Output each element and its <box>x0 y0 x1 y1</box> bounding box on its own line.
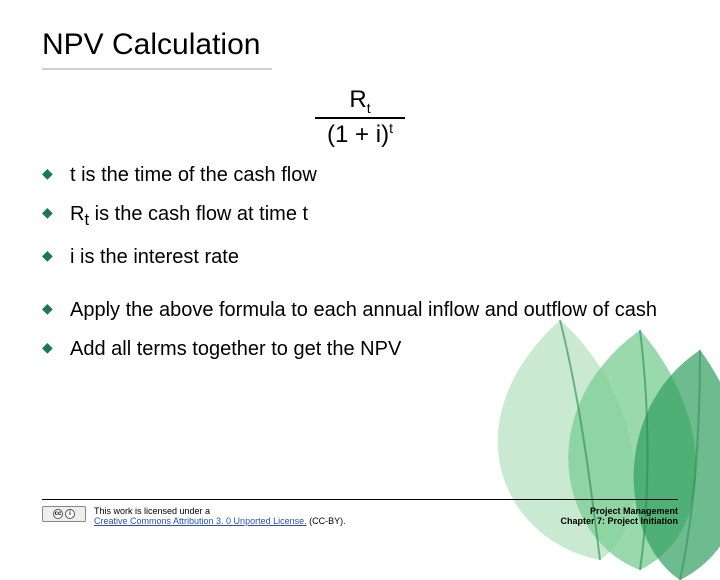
formula-numerator-sub: t <box>367 100 371 116</box>
cc-badge-icon: cci <box>42 506 86 522</box>
bullet-item: i is the interest rate <box>42 245 678 270</box>
footer-divider <box>42 499 678 500</box>
npv-formula: Rt (1 + i)t <box>42 88 678 147</box>
slide-footer: cci This work is licensed under a Creati… <box>42 499 678 526</box>
license-line1: This work is licensed under a <box>94 506 346 516</box>
bullet-item: t is the time of the cash flow <box>42 163 678 188</box>
bullet-item: Rt is the cash flow at time t <box>42 202 678 231</box>
formula-denominator-sup: t <box>389 120 393 136</box>
formula-denominator-prefix: (1 + i) <box>327 121 389 148</box>
bullet-item: Add all terms together to get the NPV <box>42 337 678 362</box>
bullet-list: t is the time of the cash flow Rt is the … <box>42 163 678 362</box>
bullet-item: Apply the above formula to each annual i… <box>42 298 678 323</box>
license-link[interactable]: Creative Commons Attribution 3. 0 Unport… <box>94 516 307 526</box>
footer-right-line1: Project Management <box>560 506 678 516</box>
footer-right: Project Management Chapter 7: Project In… <box>560 506 678 526</box>
license-suffix: (CC-BY). <box>307 516 346 526</box>
slide-title: NPV Calculation <box>42 28 678 62</box>
formula-numerator-base: R <box>349 86 366 113</box>
license-text: This work is licensed under a Creative C… <box>94 506 346 526</box>
title-underline <box>42 68 272 70</box>
footer-right-line2: Chapter 7: Project Initiation <box>560 516 678 526</box>
